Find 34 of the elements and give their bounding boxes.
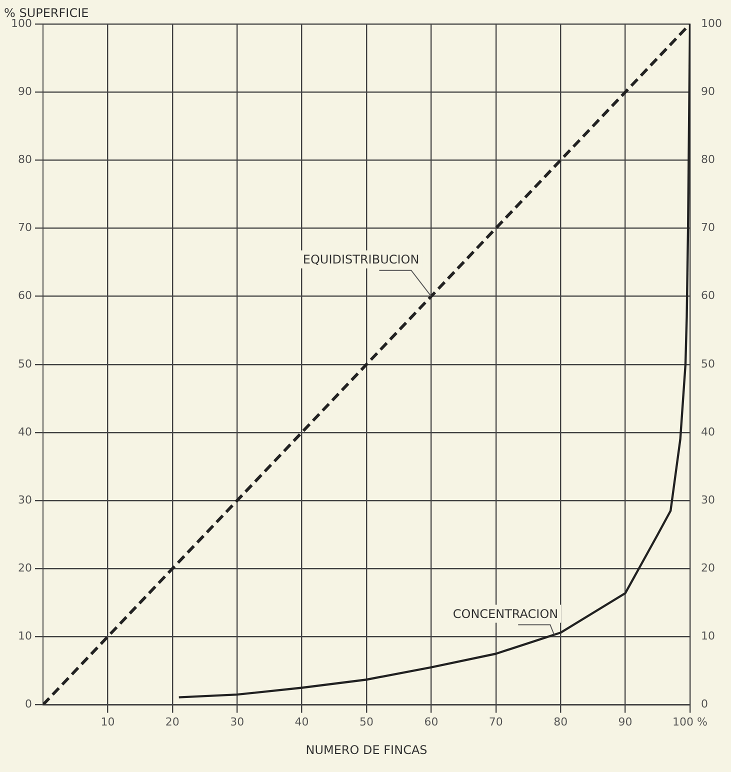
y2-tick-label: 90 — [701, 84, 716, 98]
y2-tick-label: 60 — [701, 289, 716, 302]
y-tick-label: 70 — [18, 221, 32, 234]
y-tick-label: 0 — [24, 698, 32, 711]
x-tick-label: 80 — [554, 715, 568, 728]
y-tick-label: 80 — [18, 153, 32, 166]
x-tick-label: 40 — [294, 715, 309, 728]
x-tick-label: 20 — [165, 715, 180, 728]
x-tick-label: 70 — [488, 715, 503, 728]
x-tick-label: 90 — [618, 715, 632, 728]
y-tick-label: 30 — [18, 493, 32, 506]
x-axis-title: NUMERO DE FINCAS — [306, 742, 428, 757]
y-tick-label: 40 — [18, 425, 32, 438]
y2-tick-label: 20 — [701, 562, 716, 574]
y2-tick-label: 10 — [701, 630, 716, 643]
y-tick-label: 10 — [18, 630, 32, 643]
x-tick-label: 60 — [424, 715, 438, 728]
y2-tick-label: 40 — [701, 425, 716, 438]
x-tick-label: 10 — [100, 715, 115, 728]
y2-tick-label: 100 — [701, 16, 722, 30]
y2-tick-label: 80 — [701, 153, 716, 166]
y-tick-label: 50 — [18, 357, 32, 370]
series-label: CONCENTRACION — [452, 606, 558, 621]
y2-tick-label: 70 — [701, 221, 716, 234]
x-tick-label: 50 — [360, 715, 374, 728]
y2-tick-label: 50 — [701, 357, 716, 370]
y2-tick-label: 30 — [701, 493, 716, 506]
y2-tick-label: 0 — [701, 698, 708, 711]
x-tick-label: 30 — [230, 715, 244, 728]
text: EQUIDISTRIBUCION — [302, 252, 420, 266]
y-tick-label: 20 — [18, 562, 32, 574]
y-tick-label: 90 — [18, 84, 32, 98]
x-tick-label: 100 % — [672, 715, 708, 728]
y-tick-label: 60 — [18, 289, 32, 302]
